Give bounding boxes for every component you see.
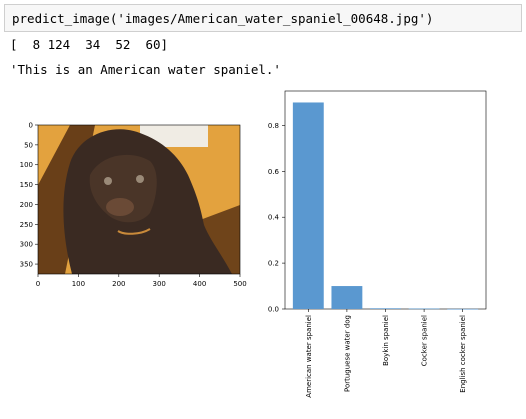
dog-image (38, 125, 240, 274)
chart-bar (408, 308, 440, 310)
chart-y-tick-label: 0.8 (268, 122, 279, 130)
chart-y-tick-label: 0.0 (268, 306, 279, 314)
chart-y-tick-label: 0.4 (268, 214, 280, 222)
image-x-tick-label: 500 (233, 280, 246, 288)
chart-x-tick-label: Cocker spaniel (421, 315, 429, 366)
code-input-cell[interactable]: predict_image('images/American_water_spa… (4, 4, 522, 32)
code-input-text[interactable]: predict_image('images/American_water_spa… (12, 11, 434, 26)
output-message: 'This is an American water spaniel.' (10, 62, 281, 77)
image-y-axis: 0 50 100 150 200 250 300 350 (20, 122, 38, 269)
image-y-tick-label: 350 (20, 261, 33, 269)
chart-x-tick-label: Boykin spaniel (382, 315, 390, 366)
image-x-tick-label: 0 (36, 280, 40, 288)
chart-y-tick-label: 0.6 (268, 168, 280, 176)
image-x-axis: 0 100 200 300 400 500 (36, 274, 247, 288)
breed-probability-chart: 0.0 0.2 0.4 0.6 0.8 American water spaniel Po… (268, 90, 487, 398)
chart-x-tick-label: English cocker spaniel (459, 315, 467, 393)
chart-y-tick-label: 0.2 (268, 260, 279, 268)
chart-bar (370, 308, 401, 309)
chart-x-axis: American water spaniel Portuguese water d… (305, 309, 467, 398)
chart-y-axis: 0.0 0.2 0.4 0.6 0.8 (268, 122, 285, 314)
output-array: [ 8 124 34 52 60] (10, 37, 169, 52)
image-x-tick-label: 400 (193, 280, 206, 288)
image-x-tick-label: 300 (153, 280, 166, 288)
chart-x-tick-label: Portuguese water dog (343, 315, 351, 392)
image-y-tick-label: 50 (24, 141, 33, 149)
image-y-tick-label: 300 (20, 241, 33, 249)
image-x-tick-label: 100 (72, 280, 85, 288)
image-x-tick-label: 200 (112, 280, 125, 288)
chart-x-tick-label: American water spaniel (305, 315, 313, 398)
image-y-tick-label: 150 (20, 181, 33, 189)
chart-bar (331, 286, 363, 309)
image-y-tick-label: 100 (20, 161, 33, 169)
image-y-tick-label: 0 (29, 122, 33, 130)
image-y-tick-label: 200 (20, 201, 33, 209)
dog-image-plot: 0 100 200 300 400 500 0 50 100 150 200 250 300 350 (20, 122, 247, 289)
image-y-tick-label: 250 (20, 221, 33, 229)
chart-bar (292, 102, 324, 309)
